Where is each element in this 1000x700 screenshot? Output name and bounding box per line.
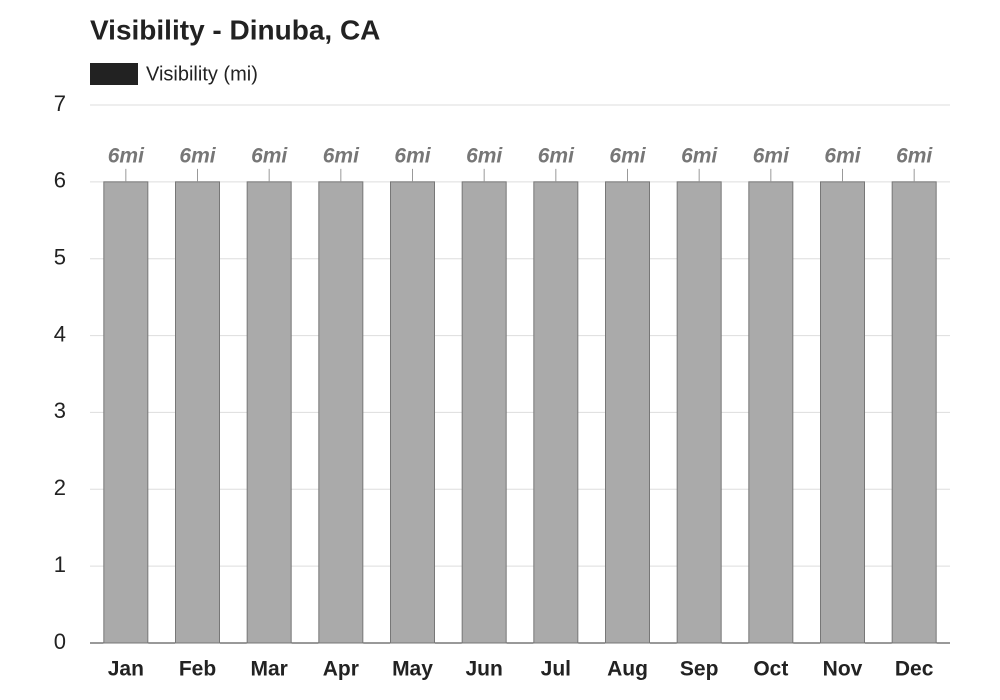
x-tick-label: Feb — [179, 658, 216, 681]
bar — [676, 181, 722, 644]
x-tick-label: Sep — [680, 658, 719, 681]
x-tick-label: Nov — [823, 658, 863, 681]
x-tick-label: May — [392, 658, 433, 681]
legend-label: Visibility (mi) — [146, 63, 258, 85]
y-tick-label: 6 — [54, 168, 66, 193]
value-label: 6mi — [681, 144, 718, 167]
value-label: 6mi — [394, 144, 431, 167]
x-tick-label: Dec — [895, 658, 934, 681]
y-tick-label: 4 — [54, 321, 66, 346]
value-label: 6mi — [108, 144, 145, 167]
x-tick-label: Apr — [323, 658, 359, 681]
x-tick-label: Jul — [541, 658, 571, 681]
bar — [605, 181, 650, 644]
bar — [461, 181, 507, 644]
value-label: 6mi — [896, 144, 933, 167]
value-label: 6mi — [753, 144, 790, 167]
bar — [175, 181, 220, 644]
value-label: 6mi — [538, 144, 575, 167]
value-label: 6mi — [251, 144, 288, 167]
y-tick-label: 7 — [54, 91, 66, 116]
value-label: 6mi — [323, 144, 360, 167]
x-tick-label: Jun — [465, 658, 502, 681]
legend-swatch — [90, 63, 138, 85]
x-tick-label: Aug — [607, 658, 648, 681]
y-tick-label: 1 — [54, 552, 66, 577]
chart-title: Visibility - Dinuba, CA — [90, 14, 380, 45]
bar — [318, 181, 364, 644]
y-tick-label: 5 — [54, 245, 66, 270]
value-label: 6mi — [466, 144, 503, 167]
bar — [246, 181, 292, 644]
y-tick-label: 3 — [54, 398, 66, 423]
value-label: 6mi — [179, 144, 216, 167]
y-tick-label: 0 — [54, 629, 66, 654]
bar — [533, 181, 579, 644]
x-tick-label: Jan — [108, 658, 144, 681]
bar — [820, 181, 865, 644]
bar — [103, 181, 149, 644]
x-tick-label: Mar — [250, 658, 287, 681]
bar — [748, 181, 794, 644]
value-label: 6mi — [609, 144, 646, 167]
bar — [390, 181, 435, 644]
y-tick-label: 2 — [54, 475, 66, 500]
x-tick-label: Oct — [753, 658, 788, 681]
bar — [891, 181, 937, 644]
value-label: 6mi — [824, 144, 861, 167]
